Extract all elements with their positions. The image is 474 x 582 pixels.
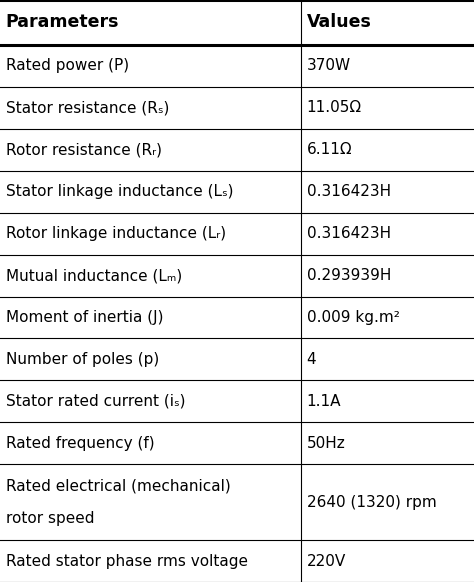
- Text: Values: Values: [307, 13, 372, 31]
- Text: 0.009 kg.m²: 0.009 kg.m²: [307, 310, 400, 325]
- Text: 11.05Ω: 11.05Ω: [307, 100, 362, 115]
- Text: Rated stator phase rms voltage: Rated stator phase rms voltage: [6, 553, 248, 569]
- Text: 6.11Ω: 6.11Ω: [307, 142, 352, 157]
- Text: rotor speed: rotor speed: [6, 512, 94, 526]
- Text: Stator linkage inductance (Lₛ): Stator linkage inductance (Lₛ): [6, 184, 233, 199]
- Text: Rated frequency (f): Rated frequency (f): [6, 436, 155, 451]
- Text: Rotor resistance (Rᵣ): Rotor resistance (Rᵣ): [6, 142, 162, 157]
- Text: 0.316423H: 0.316423H: [307, 184, 391, 199]
- Text: 50Hz: 50Hz: [307, 436, 346, 451]
- Text: Rated electrical (mechanical): Rated electrical (mechanical): [6, 478, 230, 493]
- Text: Rated power (P): Rated power (P): [6, 58, 129, 73]
- Text: Mutual inductance (Lₘ): Mutual inductance (Lₘ): [6, 268, 182, 283]
- Text: 370W: 370W: [307, 58, 351, 73]
- Text: Stator rated current (iₛ): Stator rated current (iₛ): [6, 394, 185, 409]
- Text: 0.316423H: 0.316423H: [307, 226, 391, 241]
- Text: Moment of inertia (J): Moment of inertia (J): [6, 310, 163, 325]
- Text: 220V: 220V: [307, 553, 346, 569]
- Text: 4: 4: [307, 352, 316, 367]
- Text: 1.1A: 1.1A: [307, 394, 341, 409]
- Text: 0.293939H: 0.293939H: [307, 268, 391, 283]
- Text: 2640 (1320) rpm: 2640 (1320) rpm: [307, 495, 437, 510]
- Text: Number of poles (p): Number of poles (p): [6, 352, 159, 367]
- Text: Stator resistance (Rₛ): Stator resistance (Rₛ): [6, 100, 169, 115]
- Text: Parameters: Parameters: [6, 13, 119, 31]
- Text: Rotor linkage inductance (Lᵣ): Rotor linkage inductance (Lᵣ): [6, 226, 226, 241]
